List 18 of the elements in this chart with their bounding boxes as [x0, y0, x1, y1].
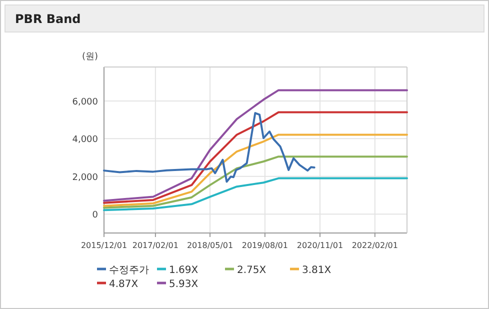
legend-label: 2.75X: [237, 265, 266, 276]
x-tick-label: 2017/02/01: [132, 241, 178, 250]
y-axis-title: (원): [82, 52, 98, 62]
legend-label: 4.87X: [109, 279, 138, 290]
x-tick-label: 2015/12/01: [80, 241, 128, 250]
legend-label: 수정주가: [109, 265, 149, 276]
legend-label: 1.69X: [169, 265, 198, 276]
x-tick-label: 2019/08/01: [242, 241, 288, 250]
y-tick-label: 6,000: [72, 97, 98, 108]
chart-title: PBR Band: [15, 12, 81, 26]
legend-label: 3.81X: [302, 265, 332, 276]
x-tick-label: 2018/05/01: [186, 241, 234, 250]
x-tick-label: 2020/11/01: [296, 241, 344, 250]
y-tick-label: 2,000: [72, 172, 98, 183]
x-tick-label: 2022/02/01: [352, 241, 398, 250]
y-tick-label: 4,000: [72, 135, 98, 146]
y-tick-label: 0: [92, 210, 98, 221]
legend-label: 5.93X: [169, 279, 198, 290]
